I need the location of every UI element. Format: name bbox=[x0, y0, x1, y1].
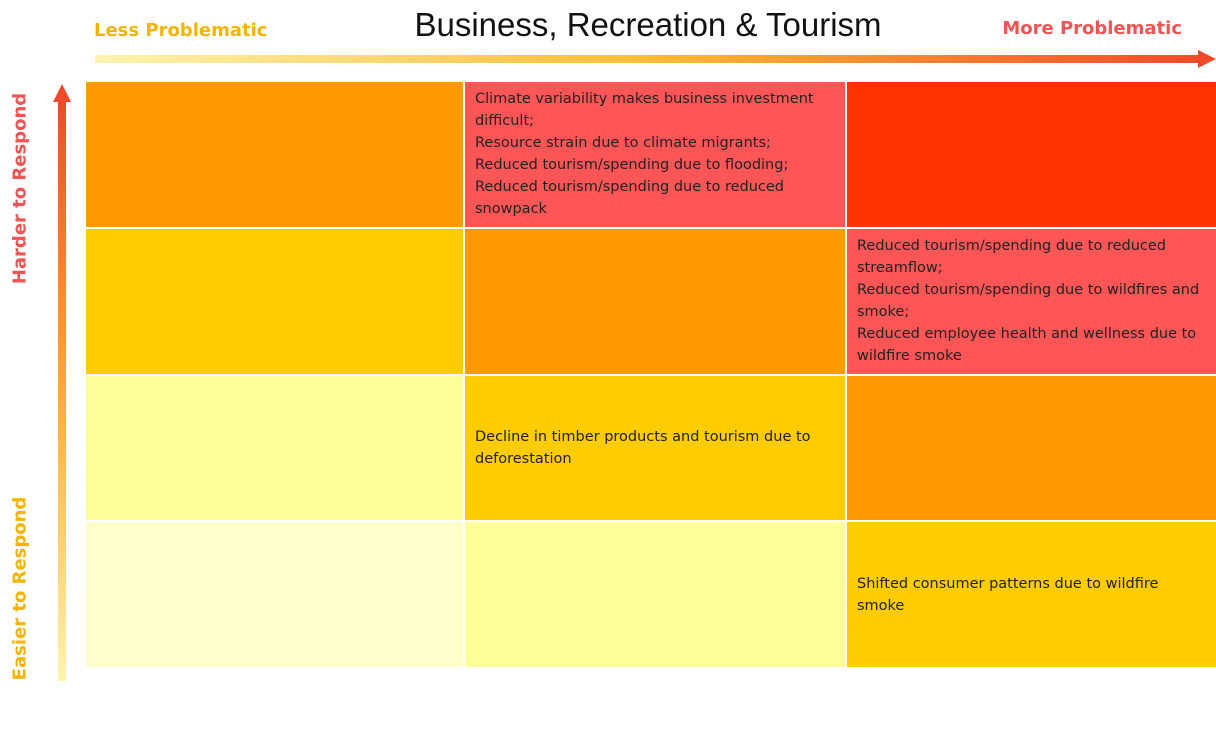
matrix-cell bbox=[847, 82, 1216, 227]
matrix-cell: Shifted consumer patterns due to wildfir… bbox=[847, 522, 1216, 667]
matrix-cell bbox=[465, 228, 845, 374]
cell-item: Reduced employee health and wellness due… bbox=[857, 326, 1197, 365]
page: Business, Recreation & Tourism Less Prob… bbox=[9, 6, 1216, 681]
matrix-cell bbox=[86, 522, 463, 667]
y-arrow bbox=[58, 100, 66, 681]
cell-item: Climate variability makes business inves… bbox=[475, 91, 814, 130]
matrix-cell bbox=[86, 82, 463, 227]
arrows bbox=[53, 50, 1216, 681]
matrix-cell bbox=[465, 522, 845, 667]
matrix-cell: Decline in timber products and tourism d… bbox=[465, 375, 845, 521]
cell-item: Shifted consumer patterns due to wildfir… bbox=[857, 575, 1159, 614]
title: Business, Recreation & Tourism bbox=[414, 6, 882, 43]
x-arrow bbox=[95, 55, 1200, 63]
matrix: Climate variability makes business inves… bbox=[86, 82, 1216, 667]
x-arrow-head bbox=[1198, 50, 1216, 68]
cell-item: Reduced tourism/spending due to wildfire… bbox=[857, 282, 1200, 321]
cell-item: Reduced tourism/spending due to flooding… bbox=[475, 157, 789, 174]
cell-item: Resource strain due to climate migrants; bbox=[475, 135, 771, 152]
matrix-cell: Reduced tourism/spending due to reduced … bbox=[847, 228, 1216, 374]
cell-item: Decline in timber products and tourism d… bbox=[475, 428, 811, 467]
y-low-label: Easier to Respond bbox=[9, 496, 31, 681]
matrix-cell bbox=[86, 228, 463, 374]
cell-item: Reduced tourism/spending due to reduced … bbox=[857, 238, 1166, 277]
x-low-label: Less Problematic bbox=[94, 20, 268, 41]
x-high-label: More Problematic bbox=[1002, 18, 1182, 39]
matrix-cell bbox=[847, 375, 1216, 521]
matrix-cell: Climate variability makes business inves… bbox=[465, 82, 845, 227]
cell-item: Reduced tourism/spending due to reduced … bbox=[475, 179, 784, 218]
matrix-cell bbox=[86, 375, 463, 521]
y-high-label: Harder to Respond bbox=[9, 92, 31, 285]
y-arrow-head bbox=[53, 84, 71, 102]
